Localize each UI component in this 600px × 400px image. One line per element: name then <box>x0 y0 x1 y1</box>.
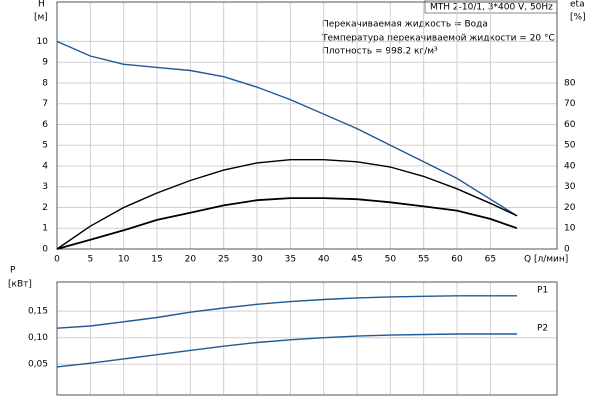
y-tick-label: 7 <box>42 99 48 109</box>
annotation: Температура перекачиваемой жидкости = 20… <box>321 34 555 44</box>
x-tick-label: 0 <box>54 255 60 265</box>
y-tick-label: 0,05 <box>28 360 48 370</box>
y-tick-label: 8 <box>42 78 48 88</box>
plot-frame <box>56 281 558 396</box>
plot-frame <box>56 1 558 250</box>
y2-tick-label: 20 <box>564 203 576 213</box>
y-tick-label: 0,15 <box>28 307 48 317</box>
y2-unit: [%] <box>570 13 586 23</box>
series-line <box>56 295 517 329</box>
legend-label: P2 <box>537 323 548 333</box>
y-label: P <box>10 266 16 276</box>
y-tick-label: 6 <box>42 120 48 130</box>
x-tick-label: 15 <box>151 255 162 265</box>
x-tick-label: 10 <box>118 255 130 265</box>
y2-label: eta <box>570 0 585 10</box>
y-tick-label: 0 <box>42 245 48 255</box>
y-label: H <box>38 0 45 10</box>
y2-tick-label: 50 <box>564 141 576 151</box>
x-tick-label: 5 <box>87 255 93 265</box>
annotation: Плотность = 998.2 кг/м³ <box>322 47 438 57</box>
y-tick-label: 1 <box>42 224 48 234</box>
y-tick-label: 3 <box>42 182 48 192</box>
y-unit: [м] <box>34 13 48 23</box>
x-tick-label: 20 <box>185 255 197 265</box>
y-tick-label: 0,10 <box>28 333 48 343</box>
series-line <box>56 40 518 217</box>
legend-label: P1 <box>537 285 548 295</box>
x-tick-label: 60 <box>451 255 463 265</box>
y2-tick-label: 30 <box>564 182 576 192</box>
y2-tick-label: 40 <box>564 161 576 171</box>
x-tick-label: 50 <box>385 255 397 265</box>
y-tick-label: 9 <box>42 58 48 68</box>
x-tick-label: 45 <box>351 255 362 265</box>
y-tick-label: 4 <box>42 161 48 171</box>
y-tick-label: 5 <box>42 141 48 151</box>
x-tick-label: 25 <box>218 255 229 265</box>
y2-tick-label: 80 <box>564 78 576 88</box>
series-line <box>56 159 518 250</box>
y2-tick-label: 70 <box>564 99 576 109</box>
y-tick-label: 2 <box>42 203 48 213</box>
y-unit: [кВт] <box>8 280 32 290</box>
series-line <box>56 333 517 368</box>
x-tick-label: 55 <box>418 255 429 265</box>
annotation: Перекачиваемая жидкость = Вода <box>322 20 488 30</box>
series-line <box>56 197 518 250</box>
y-tick-label: 10 <box>37 37 49 47</box>
x-tick-label: 30 <box>251 255 263 265</box>
x-tick-label: 65 <box>485 255 496 265</box>
x-tick-label: 35 <box>285 255 296 265</box>
x-label: Q [л/мин] <box>524 255 568 265</box>
y2-tick-label: 0 <box>564 245 570 255</box>
x-tick-label: 40 <box>318 255 330 265</box>
y2-tick-label: 60 <box>564 120 576 130</box>
y2-tick-label: 10 <box>564 224 576 234</box>
chart-title: MTH 2-10/1, 3*400 V, 50Hz <box>430 3 553 13</box>
